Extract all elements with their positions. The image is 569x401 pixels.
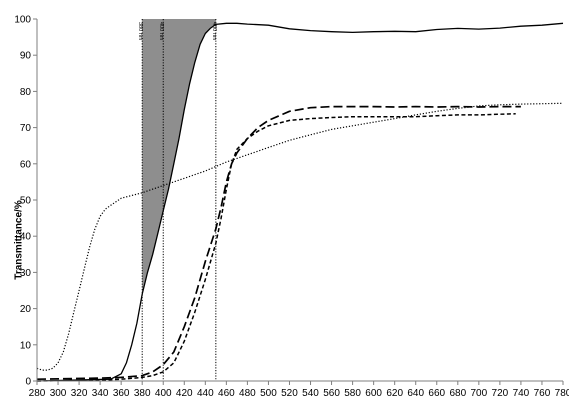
y-tick-label-0: 0 (25, 377, 31, 388)
x-tick-label-460: 460 (218, 388, 235, 399)
y-tick-label-20: 20 (20, 304, 32, 315)
x-tick-label-560: 560 (323, 388, 340, 399)
x-tick-label-580: 580 (344, 388, 361, 399)
shaded-region (142, 19, 216, 295)
y-tick-label-40: 40 (20, 232, 32, 243)
x-tick-label-360: 360 (113, 388, 130, 399)
labels-layer: 380 nm 400 nm 450 nm 0 10 20 30 40 50 60 70 80 90 100… (14, 15, 569, 400)
x-tick-label-480: 480 (239, 388, 256, 399)
x-tick-label-720: 720 (492, 388, 509, 399)
x-tick-label-280: 280 (29, 388, 46, 399)
x-tick-label-340: 340 (92, 388, 109, 399)
x-tick-label-760: 760 (534, 388, 551, 399)
y-tick-label-70: 70 (20, 123, 32, 134)
vertical-lines-layer (141, 19, 217, 381)
y-tick-label-30: 30 (20, 268, 32, 279)
y-tick-label-80: 80 (20, 87, 32, 98)
series-line-short-dash (36, 113, 516, 382)
x-tick-label-420: 420 (176, 388, 193, 399)
vertical-line-label-400: 400 nm (158, 22, 164, 41)
x-tick-label-740: 740 (513, 388, 530, 399)
x-tick-label-700: 700 (470, 388, 487, 399)
vertical-line-label-380: 380 nm (137, 22, 143, 41)
x-tick-label-640: 640 (407, 388, 424, 399)
x-tick-label-440: 440 (197, 388, 214, 399)
y-tick-label-10: 10 (20, 340, 32, 351)
x-tick-label-380: 380 (134, 388, 151, 399)
series-line-solid (36, 22, 564, 382)
x-tick-label-320: 320 (71, 388, 88, 399)
x-tick-label-300: 300 (50, 388, 67, 399)
y-tick-label-50: 50 (20, 196, 32, 207)
x-tick-label-620: 620 (386, 388, 403, 399)
y-tick-label-90: 90 (20, 51, 32, 62)
y-tick-label-100: 100 (14, 15, 31, 26)
x-tick-label-780: 780 (555, 388, 569, 399)
x-tick-label-500: 500 (260, 388, 277, 399)
axes-layer (33, 18, 564, 385)
x-tick-label-680: 680 (449, 388, 466, 399)
series-line-long-dash (36, 105, 521, 381)
y-axis-title: Transmittance/% (13, 200, 25, 280)
x-tick-label-400: 400 (155, 388, 172, 399)
y-tick-label-60: 60 (20, 159, 32, 170)
series-layer (36, 22, 564, 382)
x-tick-label-660: 660 (428, 388, 445, 399)
x-tick-label-600: 600 (365, 388, 382, 399)
x-tick-label-520: 520 (281, 388, 298, 399)
x-tick-label-540: 540 (302, 388, 319, 399)
shaded-region-layer (142, 19, 216, 295)
vertical-line-label-450: 450 nm (211, 22, 217, 41)
series-line-dotted (36, 102, 564, 371)
